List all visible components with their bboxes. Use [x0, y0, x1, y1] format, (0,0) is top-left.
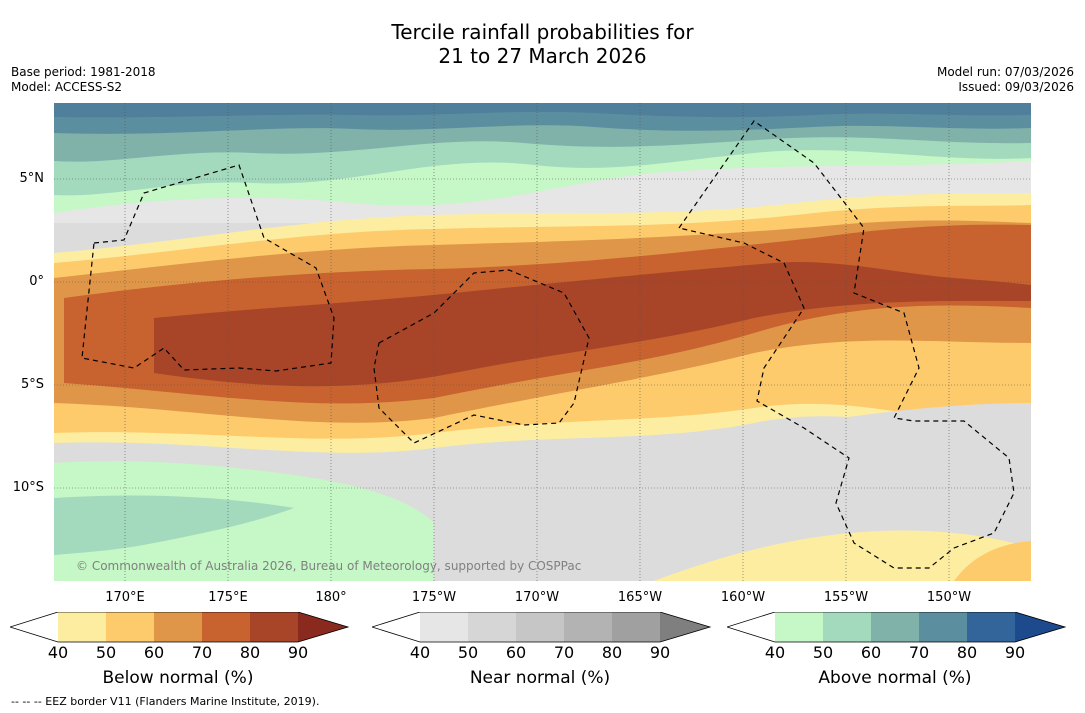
- near-tick-90: 90: [649, 643, 671, 662]
- below-colorbar-segment-60-70: [154, 612, 202, 642]
- near-colorbar-segment-below-40: [372, 612, 420, 642]
- eez-kiribati-phoenix: [373, 269, 590, 444]
- above-tick-70: 70: [908, 643, 930, 662]
- near-normal-title: Near normal (%): [469, 668, 611, 688]
- eez-kiribati-gilbert: [81, 164, 335, 372]
- lon-label-155w: 155°W: [823, 590, 869, 605]
- eez-borders: [81, 120, 1015, 569]
- near-tick-60: 60: [505, 643, 527, 662]
- near-colorbar-outline: [372, 612, 712, 643]
- above-normal-title: Above normal (%): [818, 668, 972, 688]
- above-colorbar-segment-40-50: [775, 612, 823, 642]
- below-tick-50: 50: [95, 643, 117, 662]
- meta-left: Base period: 1981-2018 Model: ACCESS-S2: [11, 65, 156, 95]
- near-tick-70: 70: [553, 643, 575, 662]
- below-colorbar-outline: [10, 612, 350, 643]
- above-colorbar-segment-60-70: [871, 612, 919, 642]
- near-colorbar-segment-50-60: [468, 612, 516, 642]
- lon-label-175w: 175°W: [411, 590, 457, 605]
- above-colorbar-segment-below-40: [727, 612, 775, 642]
- below-colorbar-segment-50-60: [106, 612, 154, 642]
- lon-label-165w: 165°W: [617, 590, 663, 605]
- lon-label-175e: 175°E: [208, 590, 248, 605]
- near-colorbar-segment-70-80: [564, 612, 612, 642]
- below-normal-title: Below normal (%): [102, 668, 254, 688]
- below-tick-90: 90: [287, 643, 309, 662]
- below-colorbar-segment-below-40: [10, 612, 58, 642]
- lon-label-150w: 150°W: [926, 590, 972, 605]
- near-tick-40: 40: [409, 643, 431, 662]
- south-east-below-normal-40: [654, 530, 1031, 581]
- title-line-2: 21 to 27 March 2026: [438, 44, 647, 68]
- lon-label-170e: 170°E: [105, 590, 145, 605]
- rainfall-map: © Commonwealth of Australia 2026, Bureau…: [54, 103, 1031, 581]
- south-above-normal-50: [54, 495, 294, 555]
- lat-label-0: 0°: [29, 274, 44, 289]
- above-tick-50: 50: [812, 643, 834, 662]
- near-normal-colorbar: [372, 612, 712, 643]
- lat-label-5n: 5°N: [19, 171, 45, 186]
- near-colorbar-segment-60-70: [516, 612, 564, 642]
- above-tick-60: 60: [860, 643, 882, 662]
- below-tick-80: 80: [239, 643, 261, 662]
- above-tick-90: 90: [1004, 643, 1026, 662]
- above-tick-80: 80: [956, 643, 978, 662]
- below-normal-band-80: [154, 261, 1031, 387]
- chart-title: Tercile rainfall probabilities for 21 to…: [0, 20, 1085, 68]
- eez-kiribati-line: [677, 120, 1015, 569]
- near-colorbar-segment-above-90: [660, 612, 710, 642]
- below-normal-colorbar: [10, 612, 350, 643]
- above-colorbar-outline: [727, 612, 1067, 643]
- map-credit: © Commonwealth of Australia 2026, Bureau…: [76, 559, 581, 573]
- lon-label-170w: 170°W: [514, 590, 560, 605]
- issued-date: Issued: 09/03/2026: [958, 80, 1074, 94]
- below-colorbar-segment-above-90: [298, 612, 348, 642]
- below-colorbar-segment-80-90: [250, 612, 298, 642]
- above-colorbar-segment-50-60: [823, 612, 871, 642]
- model-name: Model: ACCESS-S2: [11, 80, 123, 94]
- model-run: Model run: 07/03/2026: [936, 65, 1074, 79]
- eez-footnote: -- -- -- EEZ border V11 (Flanders Marine…: [11, 695, 320, 708]
- lat-label-10s: 10°S: [12, 480, 44, 495]
- gridlines: [54, 103, 1031, 581]
- below-tick-40: 40: [47, 643, 69, 662]
- above-normal-band-80: [54, 103, 1031, 118]
- near-tick-50: 50: [457, 643, 479, 662]
- lon-label-180: 180°: [315, 590, 347, 605]
- below-tick-70: 70: [191, 643, 213, 662]
- lon-label-160w: 160°W: [720, 590, 766, 605]
- south-east-below-normal-50: [954, 541, 1031, 581]
- title-line-1: Tercile rainfall probabilities for: [391, 20, 694, 44]
- below-colorbar-segment-70-80: [202, 612, 250, 642]
- above-colorbar-segment-80-90: [967, 612, 1015, 642]
- base-period: Base period: 1981-2018: [11, 65, 156, 79]
- above-colorbar-segment-70-80: [919, 612, 967, 642]
- above-normal-colorbar: [727, 612, 1067, 643]
- meta-right: Model run: 07/03/2026 Issued: 09/03/2026: [937, 65, 1074, 95]
- near-tick-80: 80: [601, 643, 623, 662]
- below-tick-60: 60: [143, 643, 165, 662]
- below-colorbar-segment-40-50: [58, 612, 106, 642]
- above-tick-40: 40: [764, 643, 786, 662]
- near-colorbar-segment-40-50: [420, 612, 468, 642]
- near-colorbar-segment-80-90: [612, 612, 660, 642]
- above-colorbar-segment-above-90: [1015, 612, 1065, 642]
- lat-label-5s: 5°S: [20, 377, 44, 392]
